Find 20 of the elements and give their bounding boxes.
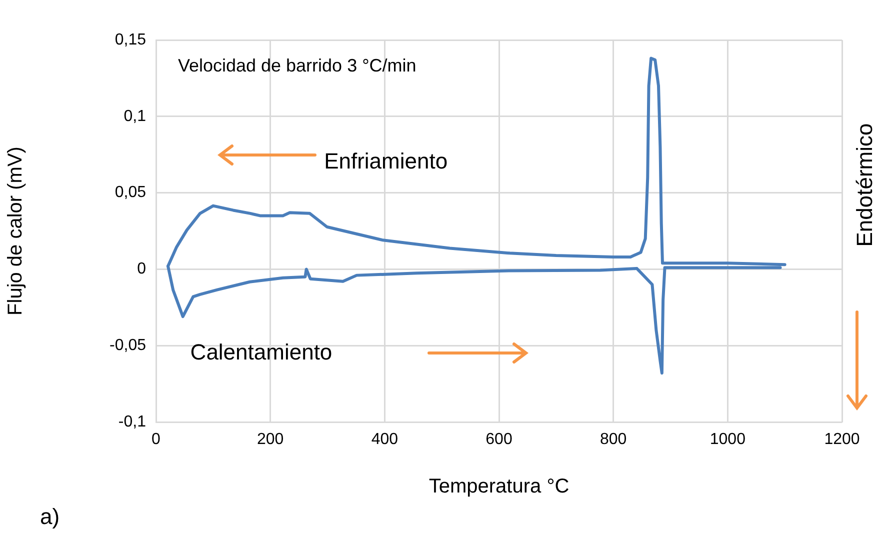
annotation: Enfriamiento	[324, 148, 448, 174]
x-tick-label: 800	[600, 431, 627, 448]
x-tick-label: 1200	[824, 431, 860, 448]
y-tick-label: 0,05	[114, 184, 146, 202]
y-tick-label: -0,05	[110, 337, 146, 354]
x-tick-label: 600	[486, 431, 512, 448]
x-tick-label: 1000	[710, 431, 746, 448]
y-tick-label: 0,1	[124, 108, 146, 125]
y-axis-title: Flujo de calor (mV)	[4, 146, 27, 316]
x-axis-title: Temperatura °C	[428, 476, 570, 498]
annotation: Calentamiento	[190, 339, 332, 364]
y-tick-label: 0	[137, 260, 146, 278]
y-tick-label: 0,15	[114, 31, 146, 48]
annotation: Velocidad de barrido 3 °C/min	[178, 56, 416, 76]
text: a)	[40, 504, 60, 530]
x-tick-label: 400	[371, 431, 398, 448]
y-tick-label: -0,1	[118, 413, 146, 430]
x-tick-label: 200	[256, 431, 284, 448]
text: Endotérmico	[852, 123, 877, 247]
x-tick-label: 0	[152, 431, 161, 448]
